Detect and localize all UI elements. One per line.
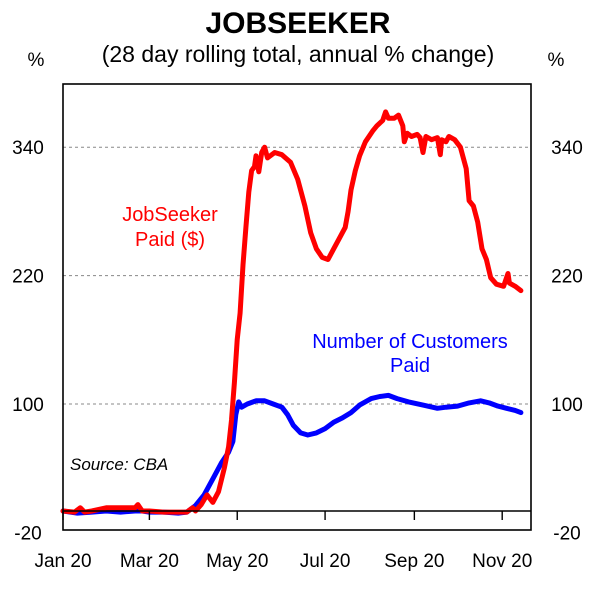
jobseeker-paid-line	[60, 109, 524, 515]
x-tick-label: Nov 20	[472, 551, 532, 572]
customers-series-label-line1: Number of Customers	[312, 331, 508, 353]
y-tick-label-right: 220	[551, 267, 583, 288]
chart-title: JOBSEEKER	[205, 7, 390, 40]
y-tick-label-right: -20	[553, 523, 580, 544]
chart-subtitle: (28 day rolling total, annual % change)	[102, 41, 495, 67]
x-tick-label: Mar 20	[120, 551, 179, 572]
left-axis-unit: %	[28, 50, 45, 71]
series-layer	[60, 109, 524, 516]
x-tick-label: Jul 20	[300, 551, 351, 572]
x-tick-label: Sep 20	[384, 551, 444, 572]
x-tick-label: May 20	[206, 551, 268, 572]
right-axis-unit: %	[548, 50, 565, 71]
y-tick-label-right: 340	[551, 138, 583, 159]
y-tick-label-left: 100	[12, 395, 44, 416]
jobseeker-series-label-line1: JobSeeker	[122, 204, 218, 226]
x-tick-label: Jan 20	[34, 551, 91, 572]
plot-frame	[62, 83, 532, 531]
y-tick-label-left: -20	[14, 523, 41, 544]
tick-layer: -20 -20 100 100 220 220 340 340 Jan 20 Mar 20 May …	[12, 138, 583, 572]
grid-layer	[63, 146, 531, 405]
y-tick-label-left: 340	[12, 138, 44, 159]
y-tick-label-right: 100	[551, 395, 583, 416]
jobseeker-series-label-line2: Paid ($)	[135, 229, 205, 251]
source-note: Source: CBA	[70, 455, 168, 474]
customers-series-label-line2: Paid	[390, 355, 430, 377]
y-tick-label-left: 220	[12, 267, 44, 288]
